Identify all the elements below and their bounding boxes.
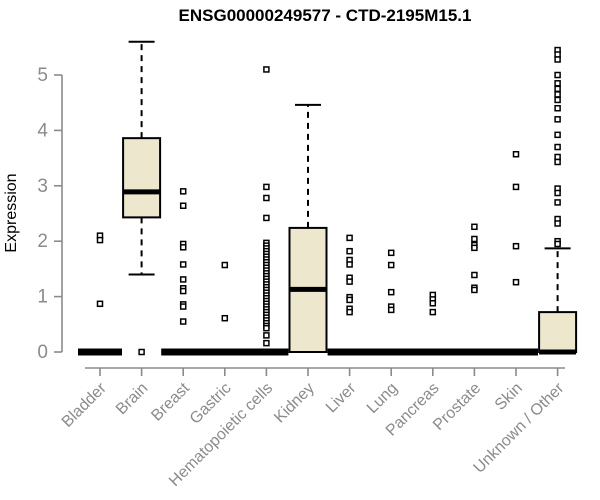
outlier-point <box>387 288 395 296</box>
outlier-point <box>96 300 104 308</box>
outlier-point <box>138 348 145 356</box>
outlier-point <box>554 199 561 206</box>
outlier-point <box>179 287 187 295</box>
outlier-point <box>471 235 478 243</box>
outlier-point <box>512 242 520 250</box>
outlier-point <box>179 276 187 283</box>
y-axis-label: Expression <box>3 173 20 252</box>
outlier-point <box>554 131 561 139</box>
outlier-point <box>554 91 561 98</box>
outlier-point <box>346 278 353 285</box>
outlier-point <box>346 234 353 242</box>
outlier-point <box>179 318 187 325</box>
boxplot-liver <box>327 234 372 356</box>
boxplot-brain <box>122 40 162 356</box>
outlier-point <box>554 158 561 166</box>
x-tick-label: Bladder <box>59 379 110 430</box>
y-tick-label: 4 <box>37 120 48 141</box>
y-tick-label: 5 <box>37 65 48 86</box>
outlier-point <box>263 214 270 222</box>
outlier-point <box>554 240 561 248</box>
boxplot-bladder <box>78 232 122 356</box>
chart-title: ENSG00000249577 - CTD-2195M15.1 <box>179 6 472 25</box>
collapsed-box <box>410 348 455 356</box>
outlier-point <box>554 116 561 123</box>
x-tick-label: Kidney <box>271 380 318 427</box>
boxplot-lung <box>369 249 414 356</box>
y-tick-label: 0 <box>37 342 48 363</box>
x-tick-label: Breast <box>148 379 193 424</box>
collapsed-box <box>452 348 497 356</box>
outlier-point <box>429 308 437 316</box>
outlier-point <box>554 56 561 63</box>
boxplot-skin <box>494 150 538 356</box>
outlier-point <box>429 299 437 307</box>
outlier-point <box>346 247 353 255</box>
boxplot-prostate <box>452 223 497 356</box>
boxplot-gastric <box>202 261 247 356</box>
outlier-point <box>554 143 561 151</box>
box <box>122 137 162 219</box>
boxplot-unknown-other <box>538 46 578 355</box>
outlier-point <box>471 271 478 279</box>
x-tick-label: Brain <box>113 380 151 418</box>
outlier-point <box>179 244 187 251</box>
collapsed-box <box>202 348 247 356</box>
x-tick-label: Skin <box>492 380 526 414</box>
outlier-point <box>554 80 561 87</box>
outlier-point <box>346 296 353 304</box>
outlier-point <box>512 183 520 191</box>
collapsed-box <box>244 348 289 356</box>
outlier-point <box>263 194 270 202</box>
boxplot-kidney <box>288 103 328 354</box>
outlier-point <box>554 220 561 227</box>
outlier-point <box>554 96 561 104</box>
outlier-point <box>471 223 478 231</box>
y-tick-label: 3 <box>37 176 48 197</box>
box <box>538 311 578 353</box>
outlier-point <box>471 286 478 294</box>
outlier-point <box>263 339 270 347</box>
outlier-point <box>554 71 561 79</box>
outlier-point <box>263 324 270 332</box>
outlier-point <box>554 189 561 197</box>
y-tick-label: 2 <box>37 231 48 252</box>
outlier-point <box>263 332 270 339</box>
outlier-point <box>179 261 187 268</box>
outlier-point <box>471 244 478 252</box>
outlier-point <box>387 249 395 257</box>
outlier-point <box>221 314 229 322</box>
x-tick-label: Liver <box>323 379 360 416</box>
boxplot-breast <box>161 188 206 356</box>
outlier-point <box>96 236 104 244</box>
collapsed-box <box>369 348 414 356</box>
boxes-layer <box>78 40 578 356</box>
outlier-point <box>179 303 187 310</box>
outlier-point <box>263 183 270 191</box>
outlier-point <box>346 308 353 316</box>
boxplot-hematopoietic-cells <box>244 66 289 356</box>
y-tick-label: 1 <box>37 287 48 308</box>
outlier-point <box>179 188 187 195</box>
outlier-point <box>554 85 561 93</box>
boxplot-pancreas <box>410 291 455 356</box>
outlier-point <box>554 104 561 112</box>
collapsed-box <box>494 348 538 356</box>
outlier-point <box>387 306 395 314</box>
outlier-point <box>512 150 520 158</box>
outlier-point <box>512 278 520 286</box>
collapsed-box <box>327 348 372 356</box>
x-tick-label: Lung <box>364 380 401 417</box>
outlier-point <box>387 261 395 269</box>
outlier-point <box>263 66 270 73</box>
outlier-point <box>221 261 229 269</box>
outlier-point <box>346 261 353 268</box>
collapsed-box <box>78 348 122 356</box>
collapsed-box <box>161 348 206 356</box>
outlier-point <box>179 202 187 209</box>
